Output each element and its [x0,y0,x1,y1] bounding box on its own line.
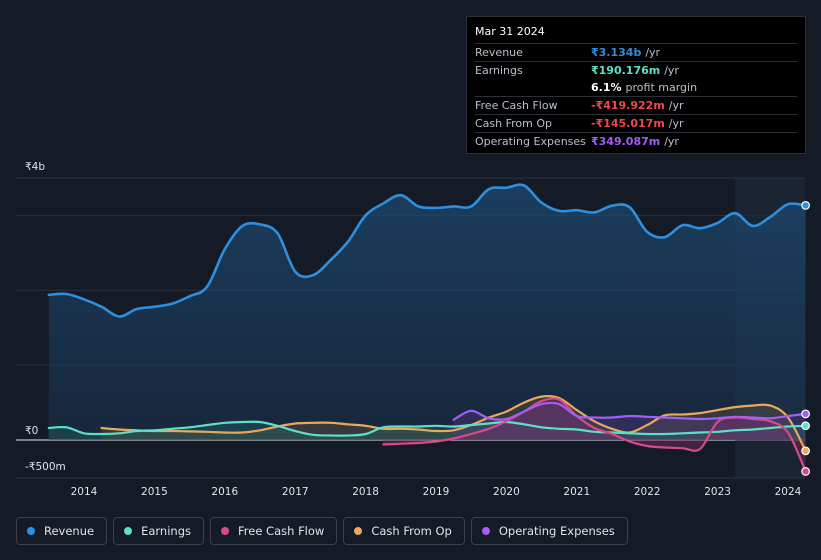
operating-expenses-endpoint [801,409,810,419]
legend-label: Cash From Op [371,524,452,538]
tooltip-rows: Revenue ₹3.134b/yr Earnings ₹190.176m/yr 6.1… [475,43,797,150]
tooltip-row-value: ₹349.087m [591,135,661,148]
tooltip-row-unit: /yr [664,64,679,77]
legend-label: Operating Expenses [498,524,615,538]
tooltip-row-unit: profit margin [625,81,698,94]
x-axis-label: 2022 [634,486,661,498]
tooltip-row: Free Cash Flow -₹419.922m/yr [475,96,797,114]
revenue-line [47,183,807,318]
tooltip-row-unit: /yr [664,135,679,148]
tooltip-row-label: Earnings [475,64,523,77]
x-axis-labels: 2014 2015 2016 2017 2018 2019 2020 2021 2022 2023… [71,486,802,498]
y-axis-label: ₹4b [25,161,45,173]
tooltip-row-label: Operating Expenses [475,135,586,148]
revenue-area [48,184,806,440]
x-axis-label: 2015 [141,486,168,498]
tooltip-row-label: Free Cash Flow [475,99,558,112]
legend-item-operating-expenses[interactable]: Operating Expenses [470,517,628,545]
series-lines [47,183,807,473]
x-axis-label: 2019 [423,486,450,498]
cash-from-op-endpoint [801,446,810,456]
x-axis-label: 2016 [211,486,238,498]
free-cash-flow-area [383,398,806,472]
tooltip-row-value: 6.1% [591,81,622,94]
earnings-endpoint [801,421,810,431]
x-axis-label: 2017 [282,486,309,498]
x-axis-label: 2014 [71,486,98,498]
x-axis-label: 2018 [352,486,379,498]
cash-from-op-line [100,395,807,452]
tooltip-date: Mar 31 2024 [475,25,545,38]
tooltip-row-value: ₹190.176m [591,64,661,77]
tooltip-row-value: ₹3.134b [591,46,642,59]
tooltip-row-label: Revenue [475,46,523,59]
y-axis-labels: ₹4b ₹0 -₹500m [25,161,66,473]
tooltip-row: Cash From Op -₹145.017m/yr [475,114,797,132]
legend-item-revenue[interactable]: Revenue [16,517,108,545]
free-cash-flow-endpoint [801,467,810,476]
legend-item-cash-from-op[interactable]: Cash From Op [343,517,465,545]
earnings-line [47,420,807,437]
tooltip-row: Earnings ₹190.176m/yr [475,61,797,79]
legend-dot-icon [27,527,35,535]
tooltip-row-value: -₹419.922m [591,99,665,112]
revenue-endpoint [801,200,810,210]
legend-label: Earnings [141,524,191,538]
legend-label: Free Cash Flow [238,524,325,538]
tooltip-row: 6.1% profit margin [475,79,797,96]
x-axis-label: 2020 [493,486,520,498]
legend-dot-icon [354,527,363,535]
tooltip-row: Revenue ₹3.134b/yr [475,43,797,61]
y-axis-label: ₹0 [25,425,38,437]
legend-item-earnings[interactable]: Earnings [113,517,204,545]
legend-dot-icon [124,527,133,535]
tooltip-row-unit: /yr [668,117,684,130]
y-axis-label: -₹500m [25,461,66,473]
tooltip-row-unit: /yr [668,99,684,112]
legend-dot-icon [221,527,229,535]
tooltip-row-value: -₹145.017m [591,117,665,130]
legend-dot-icon [481,527,490,535]
legend-item-free-cash-flow[interactable]: Free Cash Flow [210,517,338,545]
x-axis-label: 2023 [704,486,731,498]
tooltip-row: Operating Expenses ₹349.087m/yr [475,132,797,150]
x-axis-label: 2024 [775,486,802,498]
chart-legend: Revenue Earnings Free Cash Flow Cash From O… [16,517,628,545]
data-tooltip: Mar 31 2024 Revenue ₹3.134b/yr Earnings ₹19… [466,16,806,154]
cash-from-op-area [101,396,806,451]
tooltip-row-label: Cash From Op [475,117,553,130]
tooltip-row-unit: /yr [645,46,661,59]
legend-label: Revenue [44,524,95,538]
operating-expenses-line [452,401,807,421]
x-axis-label: 2021 [563,486,590,498]
series-endpoints [801,200,810,476]
